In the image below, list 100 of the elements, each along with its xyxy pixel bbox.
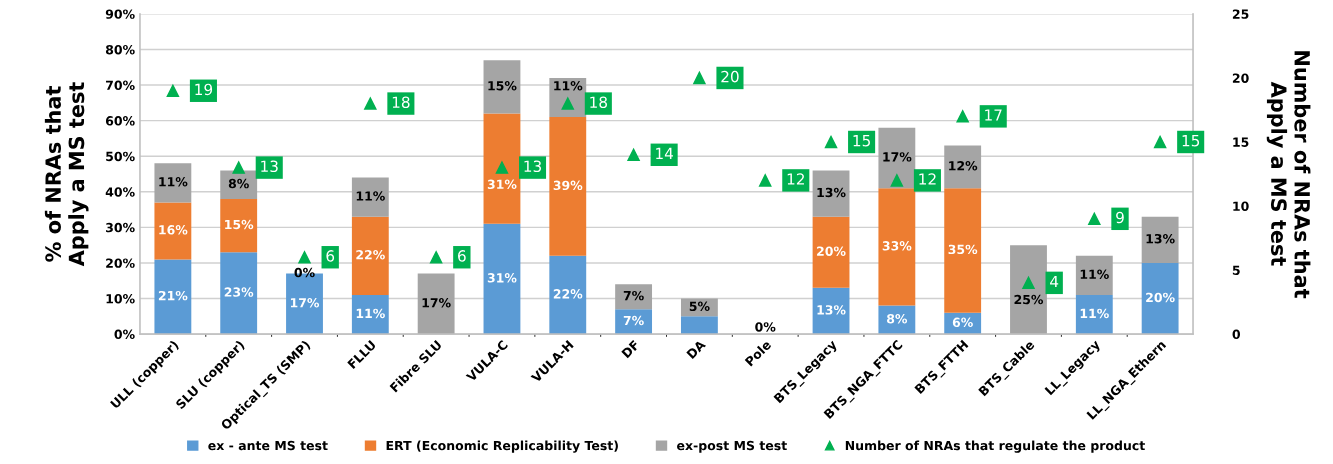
bar (351, 177, 389, 217)
data-label: 7% (623, 315, 644, 326)
bar (878, 188, 916, 306)
y-tick-label: 10% (106, 293, 135, 304)
data-label: 20 (721, 70, 739, 83)
data-label: 11% (554, 81, 583, 91)
y2-axis-title: Number of NRAs that Apply a MS test (1266, 51, 1311, 299)
point (956, 110, 969, 123)
data-label: 18 (392, 96, 410, 108)
data-label: 0% (755, 322, 776, 332)
bar (351, 294, 389, 335)
y-tick-label: 30% (106, 222, 135, 233)
legend-label: Number of NRAs that regulate the product (845, 440, 1145, 453)
bar (1010, 245, 1047, 335)
point (298, 250, 311, 264)
y2-tick-label: 20 (1232, 73, 1249, 83)
bar (351, 216, 389, 295)
data-label: 16% (159, 225, 188, 235)
y2-tick-label: 15 (1233, 137, 1249, 147)
y2-tick-label: 10 (1233, 201, 1249, 211)
data-label: 19 (195, 83, 213, 96)
data-label: 31% (487, 273, 517, 283)
data-label: 23% (224, 287, 254, 297)
data-label: 14 (656, 147, 674, 160)
y-tick-label: 70% (106, 80, 135, 90)
data-label: 12% (949, 161, 978, 171)
bar (154, 259, 192, 335)
data-label: 18 (590, 96, 607, 108)
data-label: 11% (1080, 269, 1109, 280)
data-label: 4 (1050, 275, 1059, 288)
bar (812, 216, 850, 288)
bar (154, 163, 192, 203)
data-label: 12 (919, 173, 936, 185)
data-label: 17 (985, 109, 1002, 121)
data-label: 39% (553, 180, 583, 191)
y2-tick-label: 5 (1232, 265, 1240, 275)
data-label: 8% (228, 178, 249, 189)
data-label: 31% (487, 179, 517, 190)
bar (1075, 255, 1113, 295)
bar (154, 202, 192, 260)
data-label: 22% (553, 289, 583, 299)
data-label: 11% (356, 191, 385, 201)
legend-label: ERT (Economic Replicability Test) (386, 440, 618, 453)
y-tick-label: 90% (105, 9, 135, 19)
legend-label: ex-post MS test (677, 440, 787, 453)
data-label: 20% (1146, 292, 1175, 303)
point (758, 174, 772, 187)
bar (615, 284, 653, 310)
y-tick-label: 80% (105, 44, 135, 55)
data-label: 6 (458, 250, 466, 262)
bar (417, 273, 455, 335)
data-label: 22% (356, 249, 385, 260)
data-label: 15 (853, 135, 870, 147)
bar (944, 145, 982, 189)
data-label: 11% (356, 308, 385, 319)
data-label: 17% (290, 298, 320, 308)
bar (878, 127, 916, 189)
data-label: 17% (422, 298, 451, 308)
bar (549, 117, 587, 256)
point (627, 148, 640, 162)
point (1088, 212, 1101, 226)
data-label: 5% (689, 301, 710, 312)
bar (1141, 216, 1179, 263)
point (693, 71, 706, 85)
data-label: 15 (1182, 135, 1200, 147)
bar (680, 316, 718, 335)
point (1022, 276, 1035, 290)
point (890, 174, 904, 187)
data-label: 9 (1116, 211, 1124, 224)
data-label: 15% (225, 219, 254, 230)
x-tick-label: DA (686, 339, 707, 360)
data-label: 25% (1014, 294, 1044, 305)
bar (549, 255, 587, 335)
bar (1141, 262, 1179, 335)
data-label: 8% (887, 314, 908, 324)
data-label: 35% (948, 244, 978, 255)
y-tick-label: 50% (106, 151, 135, 162)
point (364, 97, 377, 110)
y2-tick-label: 25 (1232, 9, 1249, 19)
data-label: 11% (159, 177, 188, 187)
data-label: 13 (261, 160, 278, 173)
point (1153, 135, 1167, 149)
data-label: 13% (1146, 233, 1175, 244)
y-tick-label: 0% (114, 329, 135, 340)
y-tick-label: 60% (105, 116, 135, 126)
data-label: 11% (1080, 308, 1109, 319)
point (824, 135, 838, 149)
bar (220, 252, 258, 335)
point (429, 250, 443, 264)
data-label: 20% (817, 246, 846, 256)
bar (483, 223, 521, 335)
data-label: 6 (326, 250, 335, 262)
bar (1075, 294, 1113, 335)
data-label: 13% (817, 305, 846, 315)
data-label: 12 (787, 173, 804, 185)
legend-label: ex - ante MS test (208, 440, 328, 451)
data-label: 17% (883, 152, 912, 162)
data-label: 6% (952, 317, 973, 328)
point (495, 161, 509, 174)
data-label: 21% (158, 290, 188, 301)
